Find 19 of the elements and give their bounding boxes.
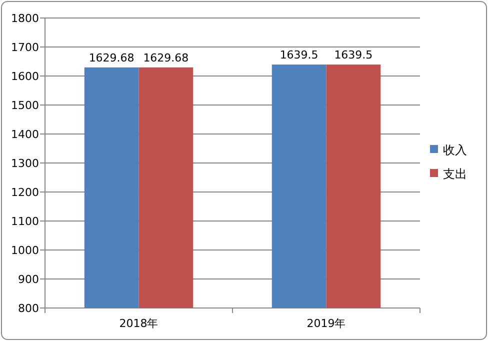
data-label: 1629.68 — [143, 51, 189, 64]
legend-label: 支出 — [443, 167, 467, 181]
data-label: 1629.68 — [88, 51, 134, 64]
legend-label: 收入 — [443, 143, 467, 157]
y-tick-label: 1000 — [11, 244, 39, 257]
y-tick-label: 900 — [18, 273, 39, 286]
y-tick-label: 1600 — [11, 70, 39, 83]
y-tick-label: 1300 — [11, 157, 39, 170]
y-tick-label: 1200 — [11, 186, 39, 199]
data-label: 1639.5 — [280, 48, 318, 62]
x-tick-label: 2018年 — [119, 317, 158, 330]
y-tick-label: 1500 — [11, 99, 39, 112]
y-tick-label: 1800 — [11, 12, 39, 25]
y-tick-label: 800 — [18, 302, 39, 315]
y-tick-label: 1400 — [11, 128, 39, 141]
y-tick-label: 1700 — [11, 41, 39, 54]
y-tick-label: 1100 — [11, 215, 39, 228]
data-label: 1639.5 — [334, 48, 373, 62]
x-tick-label: 2019年 — [306, 317, 346, 330]
